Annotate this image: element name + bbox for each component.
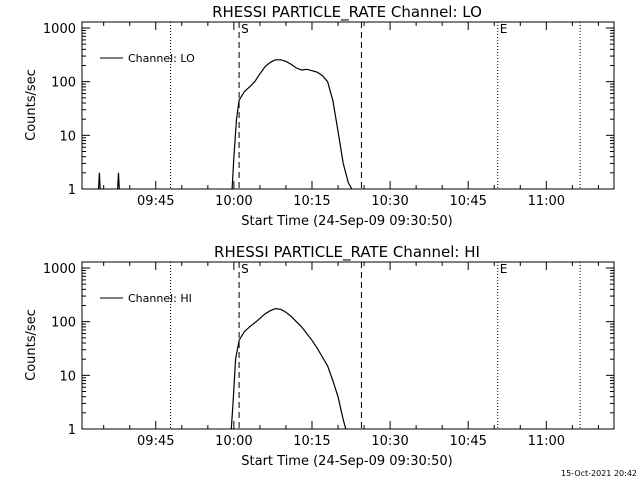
legend-label: Channel: HI [128,292,192,305]
tick-group: 09:45 10:00 10:15 10:30 10:45 11:00 1 10 100 1000 [43,22,614,209]
x-tick-label: 10:30 [371,194,408,209]
chart-title: RHESSI PARTICLE_RATE Channel: LO [212,3,482,22]
y-tick-label: 100 [51,316,76,331]
x-axis-label: Start Time (24-Sep-09 09:30:50) [241,214,452,229]
plot-frame [81,261,615,430]
x-tick-label: 10:00 [215,194,252,209]
x-tick-label: 11:00 [528,194,565,209]
x-tick-label: 10:45 [449,194,486,209]
vertical-marker-label: E [500,262,508,276]
x-axis-label: Start Time (24-Sep-09 09:30:50) [241,454,452,469]
chart-title: RHESSI PARTICLE_RATE Channel: HI [214,243,480,262]
vertical-marker-label: E [500,22,508,36]
legend: Channel: HI [100,292,192,305]
x-tick-label: 10:00 [215,434,252,449]
y-tick-label: 1000 [43,22,76,37]
legend-label: Channel: LO [128,52,195,65]
y-axis-label: Counts/sec [24,309,39,381]
series-line [97,172,101,190]
series-line [231,59,353,190]
y-tick-label: 10 [59,129,76,144]
y-tick-label: 1 [68,423,76,438]
series-group [97,59,353,190]
y-tick-label: 1 [68,183,76,198]
x-tick-label: 10:15 [293,194,330,209]
x-tick-label: 09:45 [137,434,174,449]
x-tick-label: 10:30 [371,434,408,449]
y-tick-label: 100 [51,76,76,91]
x-tick-label: 10:45 [449,434,486,449]
plot-frame [81,21,615,190]
vertical-marker-label: S [241,22,249,36]
footer-timestamp: 15-Oct-2021 20:42 [561,469,637,478]
chart-panel-lo: RHESSI PARTICLE_RATE Channel: LO 09:45 10… [24,3,615,229]
vertical-marker-label: S [241,262,249,276]
y-tick-label: 1000 [43,262,76,277]
x-tick-label: 11:00 [528,434,565,449]
tick-group: 09:45 10:00 10:15 10:30 10:45 11:00 1 10 100 1000 [43,262,614,449]
y-axis-label: Counts/sec [24,69,39,141]
x-tick-label: 09:45 [137,194,174,209]
series-group [230,307,347,430]
series-line [117,172,120,190]
series-line [230,307,347,430]
y-tick-label: 10 [59,369,76,384]
x-tick-label: 10:15 [293,434,330,449]
legend: Channel: LO [100,52,195,65]
chart-panel-hi: RHESSI PARTICLE_RATE Channel: HI 09:45 10… [24,243,615,469]
